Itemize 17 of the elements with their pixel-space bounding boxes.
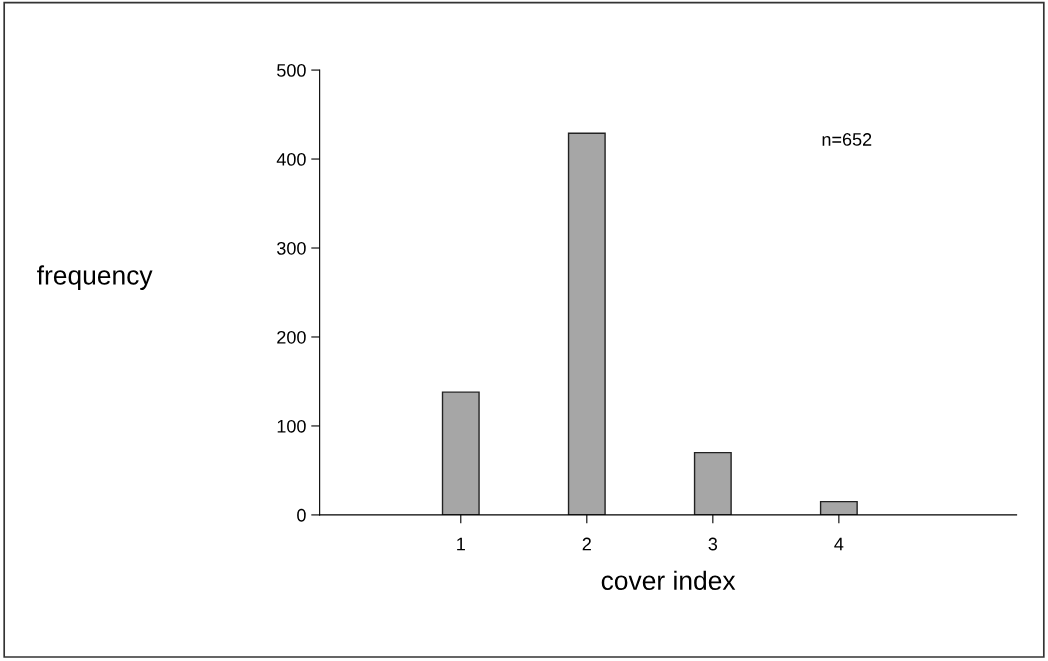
- x-axis-title: cover index: [601, 570, 736, 591]
- x-tick-label: 2: [582, 537, 591, 551]
- x-tick-label: 1: [457, 537, 465, 551]
- bar: [693, 451, 732, 515]
- y-tick-label: 100: [277, 419, 306, 433]
- y-tick-label: 400: [276, 152, 306, 166]
- bar: [567, 132, 606, 515]
- x-tick-label: 3: [708, 537, 718, 551]
- bar: [441, 391, 480, 515]
- y-axis-title: frequency: [37, 265, 153, 290]
- annotation: n=652: [822, 133, 872, 146]
- y-tick-label: 200: [277, 330, 306, 344]
- y-tick-label: 500: [277, 64, 306, 77]
- y-tick-label: 0: [297, 508, 306, 522]
- x-tick-label: 4: [834, 537, 844, 551]
- bar: [819, 500, 858, 515]
- y-tick-label: 300: [277, 241, 306, 255]
